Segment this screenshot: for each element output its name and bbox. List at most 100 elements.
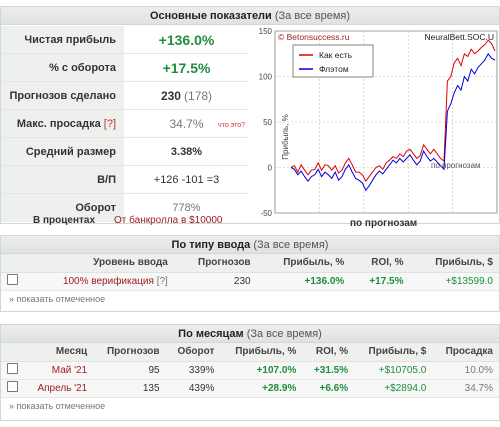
what-is-it-link[interactable]: что это?: [218, 122, 245, 129]
month-panel-title: По месяцам: [178, 328, 244, 340]
column-header: Просадка: [432, 343, 499, 362]
main-panel-subtitle: (За все время): [274, 10, 351, 22]
y-axis-label: Прибыль, %: [281, 114, 290, 159]
stat-value: 34.7%: [169, 117, 204, 131]
column-header: Прибыль, %: [256, 254, 351, 273]
stat-predictions: Прогнозов сделано 230 (178): [1, 82, 249, 110]
cell-profit-usd: +$10705.0: [354, 361, 433, 380]
column-header: ROI, %: [302, 343, 355, 362]
cell-drawdown: 34.7%: [432, 379, 499, 398]
main-panel-title: Основные показатели: [149, 10, 272, 22]
stat-extra: (178): [184, 89, 213, 103]
cell-profit-pct: +136.0%: [256, 272, 351, 291]
column-header: Месяц: [24, 343, 94, 362]
profit-chart-svg: -50 0 50 100 150 Прибыль, % по прогнозам © Beto…: [259, 27, 498, 218]
stat-label: Макс. просадка [?]: [1, 110, 124, 137]
cell-profit-pct: +107.0%: [220, 361, 303, 380]
site-label-left: © Betonsuccess.ru: [278, 32, 350, 42]
column-header: Прибыль, $: [409, 254, 499, 273]
main-stats-panel: Основные показатели (За все время) Чиста…: [0, 6, 500, 229]
stat-value: 230: [160, 89, 181, 103]
cell-roi: +31.5%: [302, 361, 355, 380]
help-link[interactable]: [?]: [103, 118, 116, 130]
stat-label: Средний размер: [1, 138, 124, 165]
month-table: Месяц Прогнозов Оборот Прибыль, % ROI, %…: [1, 343, 499, 398]
cell-turnover: 339%: [165, 361, 221, 380]
stat-value: +136.0%: [158, 32, 215, 48]
month-panel: По месяцам (За все время) Месяц Прогнозо…: [0, 324, 500, 421]
column-header: Прогнозов: [93, 343, 166, 362]
stat-value: +126 -101 =3: [153, 174, 220, 186]
stats-list: Чистая прибыль +136.0% % с оборота +17.5…: [1, 26, 249, 222]
table-row: Апрель '21 135 439% +28.9% +6.6% +$2894.…: [1, 379, 499, 398]
percent-row: В процентах От банкролла в $10000 по про…: [1, 215, 500, 229]
stat-label: Оборот: [1, 194, 124, 222]
cell-count: 95: [93, 361, 166, 380]
bank-note: От банкролла в $10000: [114, 215, 223, 226]
cell-turnover: 439%: [165, 379, 221, 398]
stat-turnover-pct: % с оборота +17.5%: [1, 54, 249, 82]
stat-value: +17.5%: [162, 60, 211, 76]
table-row: Май '21 95 339% +107.0% +31.5% +$10705.0…: [1, 361, 499, 380]
legend-label: Флэтом: [319, 64, 349, 74]
stat-label-text: Макс. просадка: [16, 118, 101, 130]
select-column-header: [1, 343, 24, 362]
y-tick-label: 100: [259, 73, 273, 82]
stat-value: 778%: [172, 202, 201, 214]
cell-drawdown: 10.0%: [432, 361, 499, 380]
month-panel-subtitle: (За все время): [246, 328, 322, 340]
site-label-right: NeuralBett.SOC.U: [425, 32, 494, 42]
stat-win-loss: В/П +126 -101 =3: [1, 166, 249, 194]
month-panel-header: По месяцам (За все время): [1, 325, 499, 343]
entry-table: Уровень ввода Прогнозов Прибыль, % ROI, …: [1, 254, 499, 291]
y-tick-label: 50: [263, 118, 272, 127]
help-link[interactable]: [?]: [156, 275, 168, 287]
cell-profit-usd: +$13599.0: [409, 272, 499, 291]
stat-label: В/П: [1, 166, 124, 193]
stat-label: % с оборота: [1, 54, 124, 81]
entry-panel-subtitle: (За все время): [253, 239, 329, 251]
select-column-header: [1, 254, 24, 273]
column-header: ROI, %: [350, 254, 410, 273]
cell-roi: +17.5%: [350, 272, 410, 291]
y-tick-label: 0: [268, 164, 273, 173]
legend-label: Как есть: [319, 50, 353, 60]
cell-profit-usd: +$2894.0: [354, 379, 433, 398]
profit-chart: -50 0 50 100 150 Прибыль, % по прогнозам © Beto…: [253, 27, 499, 218]
table-header-row: Уровень ввода Прогнозов Прибыль, % ROI, …: [1, 254, 499, 273]
cell-roi: +6.6%: [302, 379, 355, 398]
stat-max-drawdown: Макс. просадка [?] 34.7% что это?: [1, 110, 249, 138]
stat-label: Прогнозов сделано: [1, 82, 124, 109]
row-checkbox[interactable]: [7, 381, 18, 392]
cell-count: 230: [173, 272, 257, 291]
column-header: Оборот: [165, 343, 221, 362]
show-selected-link[interactable]: » показать отмеченное: [9, 293, 106, 304]
cell-month[interactable]: Май '21: [24, 361, 94, 380]
cell-profit-pct: +28.9%: [220, 379, 303, 398]
cell-month[interactable]: Апрель '21: [24, 379, 94, 398]
column-header: Прибыль, $: [354, 343, 433, 362]
chart-xlabel: по прогнозам: [350, 218, 418, 229]
y-tick-label: 150: [259, 27, 273, 36]
entry-type-panel: По типу ввода (За все время) Уровень вво…: [0, 235, 500, 312]
show-selected-link[interactable]: » показать отмеченное: [9, 400, 106, 411]
entry-panel-title: По типу ввода: [171, 239, 251, 251]
stat-label: Чистая прибыль: [1, 26, 124, 53]
legend-box: [292, 44, 374, 78]
inner-note: по прогнозам: [431, 161, 481, 170]
stat-avg-size: Средний размер 3.38%: [1, 138, 249, 166]
stat-net-profit: Чистая прибыль +136.0%: [1, 26, 249, 54]
row-checkbox[interactable]: [7, 274, 18, 285]
cell-count: 135: [93, 379, 166, 398]
series-line: [290, 39, 496, 183]
main-panel-header: Основные показатели (За все время): [1, 7, 499, 25]
column-header: Уровень ввода: [24, 254, 174, 273]
entry-level: 100% верификация: [62, 275, 154, 287]
stat-value: 3.38%: [170, 146, 203, 158]
table-row: 100% верификация [?] 230 +136.0% +17.5% …: [1, 272, 499, 291]
stat-turnover: Оборот 778%: [1, 194, 249, 222]
row-checkbox[interactable]: [7, 363, 18, 374]
column-header: Прибыль, %: [220, 343, 303, 362]
table-header-row: Месяц Прогнозов Оборот Прибыль, % ROI, %…: [1, 343, 499, 362]
column-header: Прогнозов: [173, 254, 257, 273]
